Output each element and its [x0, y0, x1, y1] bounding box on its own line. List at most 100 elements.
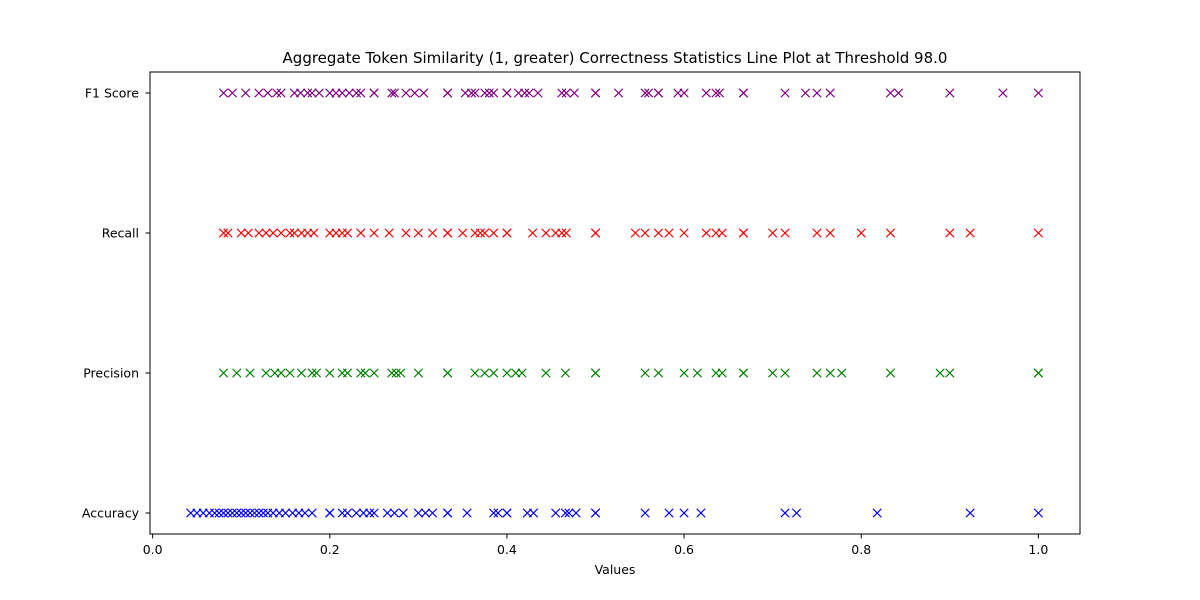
data-point: [413, 508, 423, 518]
data-point: [528, 228, 538, 238]
data-point: [738, 228, 749, 238]
data-point: [443, 508, 453, 518]
data-point: [560, 508, 570, 518]
data-point: [679, 228, 689, 238]
data-point: [276, 88, 286, 98]
data-point: [692, 368, 702, 378]
data-point: [241, 508, 251, 518]
data-point: [541, 228, 551, 238]
data-point: [590, 508, 601, 518]
data-point: [391, 368, 401, 378]
y-tick-label-f1-score: F1 Score: [85, 86, 139, 101]
x-axis-label: Values: [595, 562, 636, 577]
data-point: [812, 88, 822, 98]
data-point: [679, 368, 689, 378]
data-point: [398, 508, 408, 518]
data-point: [489, 368, 499, 378]
data-point: [356, 368, 366, 378]
data-point: [365, 508, 375, 518]
data-point: [714, 88, 725, 98]
data-point: [420, 508, 431, 518]
data-point: [640, 88, 650, 98]
data-point: [344, 88, 354, 98]
data-point: [780, 228, 790, 238]
data-point: [935, 368, 945, 378]
data-point: [502, 88, 512, 98]
data-point: [254, 88, 264, 98]
data-point: [475, 228, 485, 238]
data-point: [768, 228, 778, 238]
data-point: [276, 228, 286, 238]
data-point: [1033, 368, 1043, 378]
y-axis: Accuracy Precision Recall F1 Score: [82, 86, 150, 521]
data-point: [369, 228, 379, 238]
data-point: [443, 228, 453, 238]
data-point: [387, 88, 397, 98]
series-f1-score: [218, 88, 1043, 98]
data-point: [630, 228, 640, 238]
data-point: [640, 508, 650, 518]
data-point: [664, 228, 674, 238]
data-point: [489, 228, 499, 238]
data-point: [369, 88, 379, 98]
data-point: [1033, 228, 1043, 238]
data-point: [885, 228, 896, 238]
data-point: [590, 228, 601, 238]
data-point: [243, 228, 253, 238]
data-point: [410, 88, 420, 98]
data-point: [569, 88, 579, 98]
data-point: [254, 508, 264, 518]
data-point: [307, 368, 317, 378]
data-point: [427, 228, 438, 238]
x-tick-label: 0.0: [143, 542, 163, 557]
data-point: [551, 508, 561, 518]
data-point: [369, 508, 379, 518]
data-point: [223, 228, 233, 238]
data-point: [458, 228, 468, 238]
x-tick-label: 0.2: [320, 542, 340, 557]
data-point: [571, 508, 581, 518]
data-point: [214, 508, 224, 518]
data-point: [557, 228, 567, 238]
data-point: [493, 508, 503, 518]
data-point: [520, 88, 530, 98]
data-point: [484, 88, 494, 98]
data-point: [524, 88, 534, 98]
data-point: [812, 228, 822, 238]
data-point: [236, 228, 246, 238]
data-point: [268, 228, 278, 238]
data-point: [356, 88, 366, 98]
data-point: [1033, 508, 1043, 518]
data-point: [236, 508, 246, 518]
data-point: [711, 88, 721, 98]
data-point: [419, 88, 429, 98]
data-point: [640, 368, 650, 378]
x-tick-label: 0.6: [674, 542, 694, 557]
data-point: [272, 88, 282, 98]
data-point: [261, 368, 271, 378]
data-point: [443, 88, 453, 98]
data-point: [401, 228, 411, 238]
data-point: [489, 508, 499, 518]
data-point: [309, 228, 319, 238]
data-point: [653, 228, 663, 238]
x-tick-label: 1.0: [1028, 542, 1048, 557]
data-point: [541, 368, 551, 378]
data-point: [360, 368, 370, 378]
plot-area-frame: [149, 71, 1081, 535]
data-point: [825, 88, 835, 98]
data-point: [401, 88, 411, 98]
data-point: [528, 508, 539, 518]
data-point: [241, 88, 251, 98]
data-point: [856, 228, 866, 238]
data-point: [644, 88, 654, 98]
data-point: [885, 368, 896, 378]
data-point: [285, 228, 295, 238]
data-point: [307, 88, 317, 98]
data-point: [696, 508, 706, 518]
data-point: [945, 228, 955, 238]
data-point: [470, 88, 480, 98]
data-point: [325, 368, 335, 378]
data-point: [664, 508, 674, 518]
data-point: [462, 508, 472, 518]
